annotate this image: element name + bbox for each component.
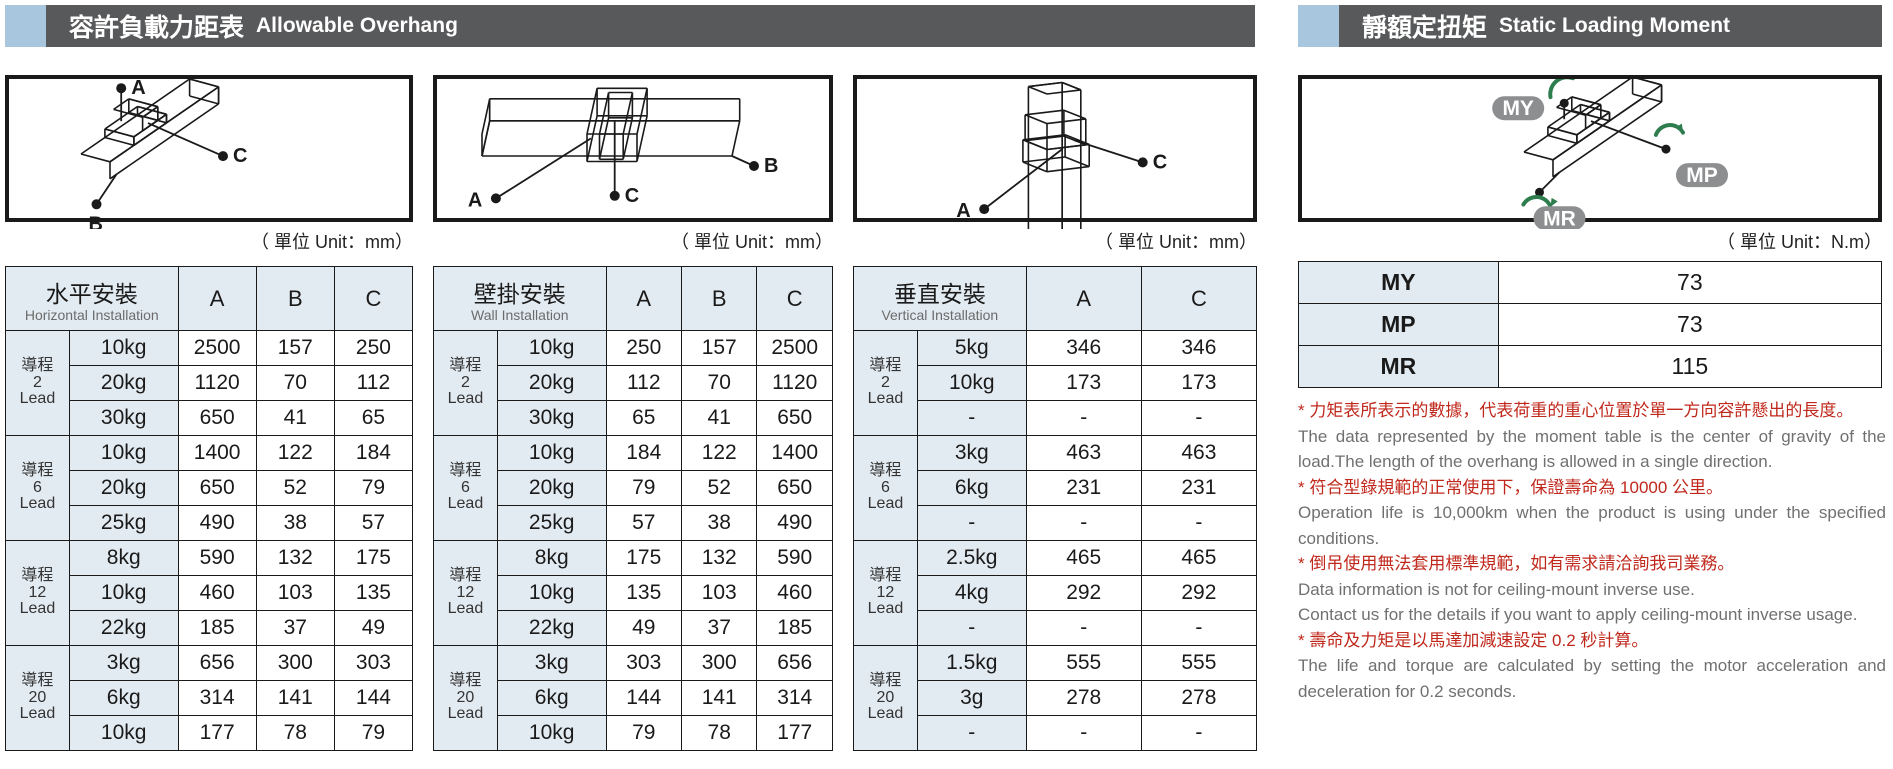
svg-text:B: B bbox=[764, 155, 778, 177]
svg-text:B: B bbox=[89, 213, 103, 229]
svg-text:A: A bbox=[956, 200, 970, 222]
svg-text:MR: MR bbox=[1543, 207, 1576, 229]
svg-text:A: A bbox=[468, 189, 482, 211]
svg-text:MP: MP bbox=[1686, 164, 1718, 187]
svg-text:A: A bbox=[131, 79, 145, 99]
svg-text:C: C bbox=[1153, 151, 1167, 173]
svg-text:C: C bbox=[233, 145, 247, 167]
svg-text:MY: MY bbox=[1502, 97, 1534, 120]
svg-text:C: C bbox=[625, 185, 639, 207]
